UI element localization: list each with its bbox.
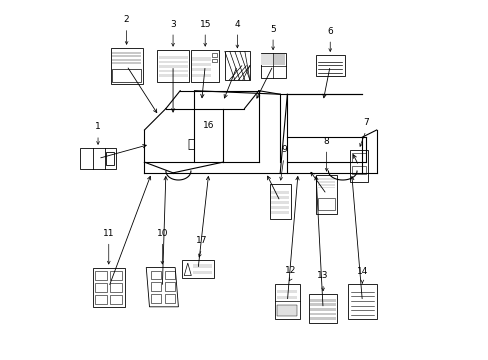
- Text: 2: 2: [123, 15, 129, 24]
- Bar: [273, 54, 284, 65]
- Bar: [277, 305, 297, 316]
- Bar: [192, 74, 210, 77]
- Bar: [269, 184, 290, 219]
- Bar: [271, 201, 288, 204]
- Text: 6: 6: [326, 27, 332, 36]
- Bar: [271, 191, 288, 194]
- Bar: [93, 267, 124, 307]
- Text: 15: 15: [199, 19, 210, 28]
- Bar: [158, 57, 187, 59]
- Bar: [315, 175, 337, 214]
- Text: 11: 11: [103, 229, 114, 238]
- Bar: [112, 59, 141, 61]
- Bar: [309, 308, 335, 311]
- Text: 10: 10: [156, 229, 168, 238]
- Bar: [315, 55, 344, 76]
- Bar: [157, 50, 189, 82]
- Text: 5: 5: [270, 24, 275, 33]
- Bar: [95, 283, 107, 292]
- Bar: [164, 294, 175, 303]
- Bar: [95, 271, 107, 280]
- Bar: [192, 57, 210, 60]
- Bar: [109, 271, 122, 280]
- Bar: [317, 184, 335, 186]
- Bar: [151, 271, 161, 279]
- Bar: [192, 271, 211, 274]
- Text: 4: 4: [234, 19, 240, 28]
- Bar: [192, 68, 210, 72]
- Bar: [277, 296, 297, 298]
- Bar: [309, 303, 335, 306]
- Text: 1: 1: [95, 122, 101, 131]
- Bar: [112, 55, 141, 58]
- Bar: [212, 53, 217, 57]
- Bar: [80, 148, 116, 169]
- Text: 9: 9: [280, 145, 286, 154]
- Bar: [164, 271, 175, 279]
- Bar: [317, 186, 335, 188]
- Bar: [309, 299, 335, 302]
- Text: 16: 16: [203, 121, 214, 130]
- Bar: [347, 284, 376, 319]
- Bar: [164, 283, 175, 291]
- Text: 👍: 👍: [187, 138, 194, 151]
- Bar: [261, 54, 272, 65]
- Bar: [109, 283, 122, 292]
- Bar: [106, 152, 114, 165]
- Bar: [351, 166, 365, 174]
- Bar: [271, 206, 288, 209]
- Bar: [192, 264, 211, 267]
- Bar: [112, 62, 141, 64]
- Bar: [349, 150, 367, 182]
- Bar: [158, 61, 187, 63]
- Bar: [271, 211, 288, 214]
- Bar: [260, 53, 285, 78]
- Bar: [351, 153, 365, 162]
- Bar: [317, 198, 335, 210]
- Text: 7: 7: [362, 118, 368, 127]
- Bar: [271, 196, 288, 199]
- Bar: [224, 51, 249, 80]
- Bar: [309, 317, 335, 320]
- Bar: [190, 50, 219, 82]
- Bar: [112, 69, 141, 82]
- Bar: [112, 52, 141, 54]
- Text: 8: 8: [323, 137, 329, 146]
- Bar: [158, 75, 187, 77]
- Bar: [110, 48, 142, 84]
- Bar: [277, 291, 297, 293]
- Bar: [151, 294, 161, 303]
- Bar: [151, 283, 161, 291]
- Bar: [109, 295, 122, 304]
- Text: 17: 17: [196, 236, 207, 245]
- Bar: [317, 181, 335, 183]
- Text: 13: 13: [317, 271, 328, 280]
- Bar: [309, 312, 335, 315]
- Bar: [192, 63, 210, 66]
- Bar: [95, 295, 107, 304]
- Bar: [308, 294, 337, 323]
- Bar: [212, 59, 217, 63]
- Bar: [158, 70, 187, 72]
- Bar: [158, 66, 187, 68]
- Text: 3: 3: [170, 19, 176, 28]
- Text: 12: 12: [285, 266, 296, 275]
- Bar: [274, 284, 299, 319]
- Bar: [182, 260, 214, 278]
- Bar: [317, 178, 335, 180]
- Text: 14: 14: [356, 267, 367, 276]
